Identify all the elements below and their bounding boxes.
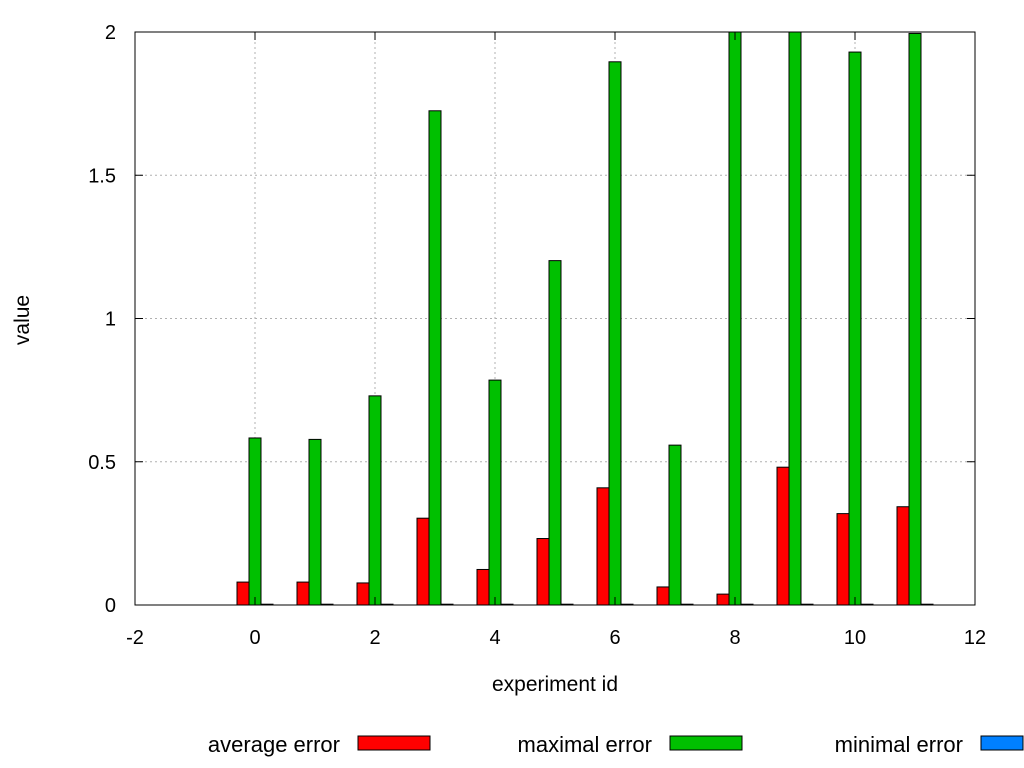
- legend-swatch-minimal-error: [980, 735, 1024, 751]
- bar-maximal-error: [788, 31, 802, 606]
- bar-average-error: [476, 568, 490, 606]
- legend-swatch-maximal-error: [669, 735, 743, 751]
- y-axis-label: value: [11, 295, 34, 345]
- bar-average-error: [896, 506, 910, 606]
- bar-average-error: [776, 466, 790, 606]
- bar-average-error: [596, 487, 610, 606]
- bar-average-error: [356, 582, 370, 606]
- bar-maximal-error: [368, 395, 382, 606]
- legend-swatch-average-error: [357, 735, 431, 751]
- bar-average-error: [656, 586, 670, 606]
- bar-average-error: [536, 538, 550, 606]
- bar-average-error: [236, 581, 250, 606]
- bar-maximal-error: [848, 51, 862, 606]
- bar-average-error: [416, 517, 430, 606]
- y-tick-label: 1.5: [88, 165, 116, 187]
- legend: average error maximal error minimal error: [208, 732, 1024, 757]
- x-tick-label: 6: [609, 627, 620, 649]
- bar-maximal-error: [608, 61, 622, 606]
- x-tick-label: 4: [489, 627, 500, 649]
- x-tick-label: 0: [249, 627, 260, 649]
- legend-label-average-error: average error: [208, 732, 340, 757]
- legend-label-maximal-error: maximal error: [518, 732, 652, 757]
- bar-maximal-error: [548, 260, 562, 606]
- bar-maximal-error: [728, 31, 742, 606]
- x-tick-label: -2: [126, 627, 144, 649]
- legend-label-minimal-error: minimal error: [835, 732, 963, 757]
- x-axis-ticks: -2 0 2 4 6 8 10 12: [126, 32, 986, 649]
- bar-average-error: [296, 581, 310, 606]
- bar-maximal-error: [308, 438, 322, 606]
- bar-maximal-error: [908, 32, 922, 606]
- bar-maximal-error: [668, 444, 682, 606]
- y-tick-label: 2: [105, 22, 116, 44]
- x-axis-label: experiment id: [492, 673, 618, 696]
- bar-average-error: [716, 593, 730, 606]
- bar-maximal-error: [428, 110, 442, 606]
- bar-maximal-error: [488, 379, 502, 606]
- x-tick-label: 2: [369, 627, 380, 649]
- bar-maximal-error: [248, 437, 262, 606]
- x-tick-label: 12: [964, 627, 986, 649]
- x-tick-label: 8: [729, 627, 740, 649]
- y-axis-ticks: 0 0.5 1 1.5 2: [88, 22, 975, 617]
- y-tick-label: 0.5: [88, 452, 116, 474]
- y-tick-label: 1: [105, 309, 116, 331]
- y-tick-label: 0: [105, 595, 116, 617]
- bar-average-error: [836, 513, 850, 606]
- x-tick-label: 10: [844, 627, 866, 649]
